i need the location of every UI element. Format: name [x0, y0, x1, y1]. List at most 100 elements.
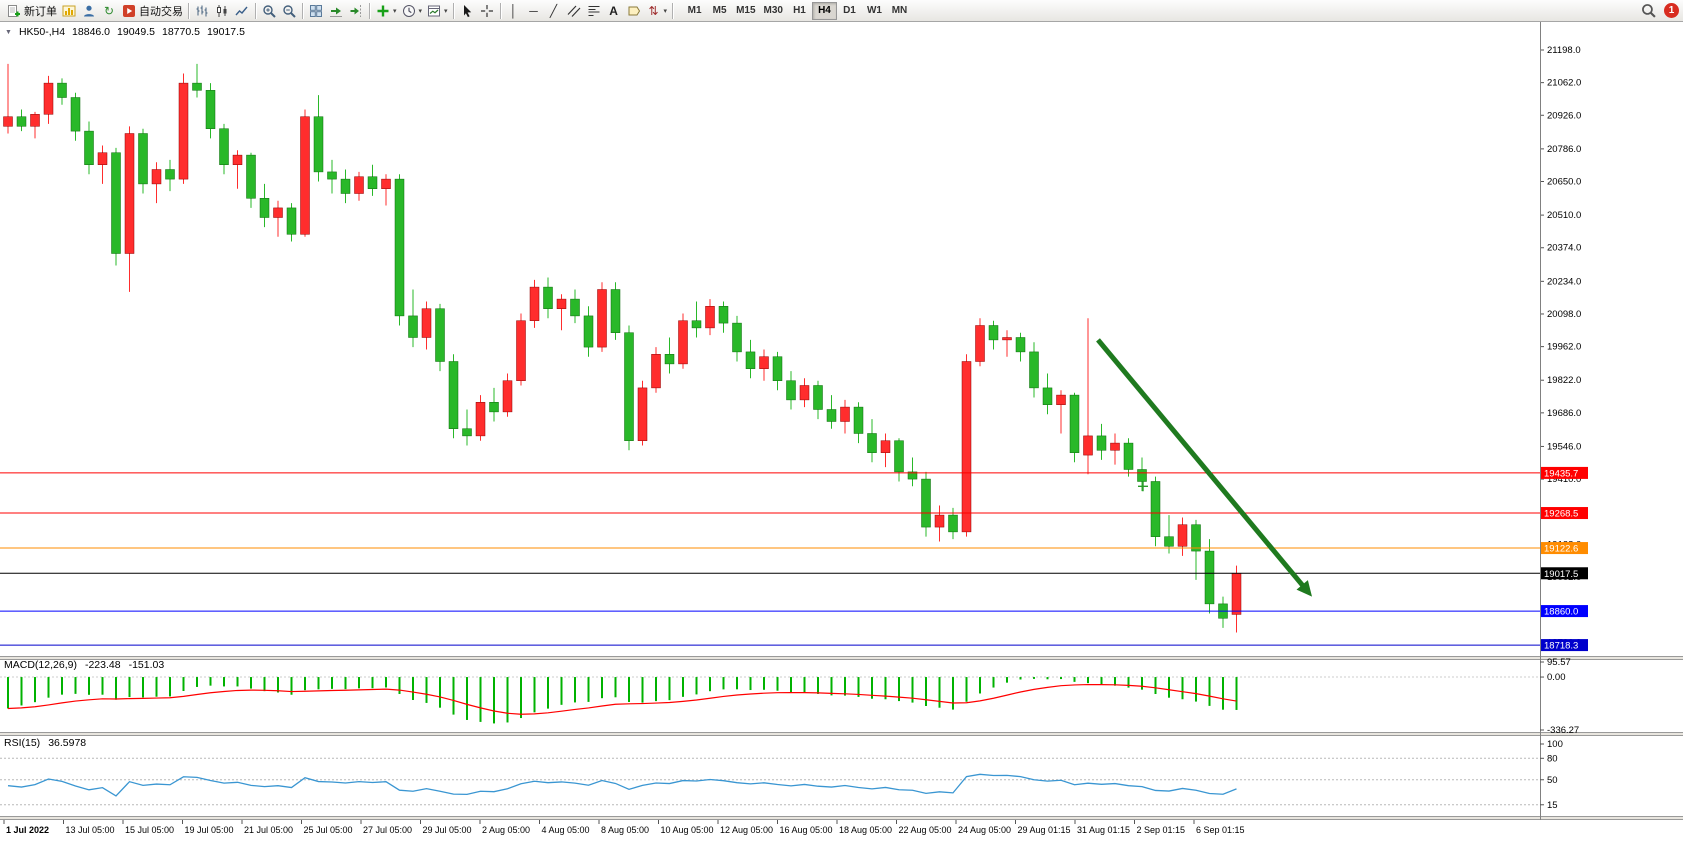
bar-chart-button[interactable]: [192, 1, 212, 21]
candle-body: [934, 514, 945, 528]
price-level-badge-value: 19268.5: [1544, 509, 1578, 520]
cursor-button[interactable]: [457, 1, 477, 21]
time-axis-label: 27 Jul 05:00: [363, 825, 412, 835]
chart-window-icon: [61, 3, 77, 19]
candle-body: [421, 308, 432, 338]
candle-body: [408, 315, 418, 338]
one-click-trading-toggle-icon[interactable]: ▼: [5, 28, 12, 36]
arrows-icon: ⇅: [648, 3, 659, 18]
refresh-icon: ↻: [103, 3, 115, 18]
rsi-panel: [0, 757, 1540, 806]
rsi-axis-label: 50: [1547, 775, 1558, 786]
dropdown-arrow-icon[interactable]: ▾: [393, 7, 397, 15]
candle-body: [705, 306, 715, 329]
timeframe-mn-button[interactable]: MN: [887, 2, 912, 20]
time-axis-label: 29 Aug 01:15: [1018, 825, 1071, 835]
new-order-button[interactable]: 新订单: [4, 1, 59, 21]
price-level-badge-value: 19017.5: [1544, 569, 1578, 580]
candle-body: [570, 298, 580, 317]
fibonacci-button[interactable]: [584, 1, 604, 21]
zoom-out-button[interactable]: [279, 1, 299, 21]
refresh-button[interactable]: ↻: [99, 1, 119, 21]
auto-scroll-button[interactable]: [326, 1, 346, 21]
main-toolbar: 新订单 ↻ 自动交易 ▾ ▾ ▾ │ ─ ╱ A ⇅ ▾ M1 M5 M15 M30 H1 H4 D1 W1 MN 1: [0, 0, 1683, 22]
timeframe-group: M1 M5 M15 M30 H1 H4 D1 W1 MN: [682, 1, 912, 20]
timeframe-m30-button[interactable]: M30: [760, 2, 787, 20]
panel-splitter[interactable]: [0, 816, 1683, 820]
price-level-badge: [1541, 567, 1588, 580]
timeframe-w1-button[interactable]: W1: [862, 2, 887, 20]
candle-body: [1029, 351, 1039, 389]
price-level-badge: [1541, 605, 1588, 618]
time-axis-label: 6 Sep 01:15: [1196, 825, 1245, 835]
new-order-icon: [6, 3, 22, 19]
chart-shift-button[interactable]: [346, 1, 366, 21]
search-button[interactable]: [1638, 1, 1658, 21]
timeframe-m5-button[interactable]: M5: [707, 2, 732, 20]
ohlc-close: 19017.5: [206, 26, 245, 38]
timeframe-h1-button[interactable]: H1: [787, 2, 812, 20]
chart-window-button[interactable]: [59, 1, 79, 21]
symbol-period-label: HK50-,H4: [18, 26, 66, 38]
dropdown-arrow-icon[interactable]: ▾: [418, 7, 423, 15]
candle-body: [84, 130, 94, 165]
zoom-in-button[interactable]: [259, 1, 279, 21]
price-levels: 19435.7 19268.5 19122.6 19017.5 18860.0 18718…: [0, 466, 1588, 652]
timeframe-h4-button[interactable]: H4: [811, 1, 837, 20]
dropdown-arrow-icon[interactable]: ▾: [663, 7, 668, 15]
candle-body: [43, 82, 54, 115]
line-chart-icon: [234, 3, 250, 19]
timeframe-m1-button[interactable]: M1: [682, 2, 707, 20]
price-axis-label: 19410.0: [1547, 474, 1581, 485]
text-button[interactable]: A: [604, 1, 624, 21]
arrows-button[interactable]: ⇅ ▾: [644, 1, 670, 21]
line-chart-button[interactable]: [232, 1, 252, 21]
candle-body: [961, 361, 972, 533]
toolbar-right-group: 1: [1638, 1, 1679, 21]
time-axis[interactable]: 1 Jul 2022 13 Jul 05:00 15 Jul 05:00 19 Jul…: [3, 820, 1245, 835]
timeframe-d1-button[interactable]: D1: [837, 2, 862, 20]
label-button[interactable]: [624, 1, 644, 21]
auto-trading-button[interactable]: 自动交易: [119, 1, 185, 21]
candle-body: [664, 354, 675, 365]
candlestick-button[interactable]: [212, 1, 232, 21]
price-axis-label: 19546.0: [1547, 441, 1581, 452]
price-level-badge-value: 18718.3: [1544, 641, 1578, 652]
crosshair-button[interactable]: [477, 1, 497, 21]
candle-body: [1042, 387, 1053, 405]
notification-badge[interactable]: 1: [1664, 3, 1679, 18]
candle-body: [502, 380, 513, 413]
time-axis-label: 4 Aug 05:00: [542, 825, 590, 835]
candle-body: [853, 406, 864, 434]
panel-splitter[interactable]: [0, 732, 1683, 736]
vertical-line-button[interactable]: │: [504, 1, 524, 21]
toolbar-separator: [302, 2, 303, 19]
trendline-button[interactable]: ╱: [544, 1, 564, 21]
horizontal-line-button[interactable]: ─: [524, 1, 544, 21]
tile-windows-button[interactable]: [306, 1, 326, 21]
candle-body: [624, 332, 634, 441]
dropdown-arrow-icon[interactable]: ▾: [444, 7, 448, 15]
fibonacci-icon: [586, 3, 602, 19]
new-chart-button[interactable]: ▾: [373, 1, 399, 21]
panel-splitter[interactable]: [0, 656, 1683, 660]
trend-arrow-line[interactable]: [1096, 338, 1307, 590]
candle-body: [97, 152, 108, 165]
price-axis-label: 20786.0: [1547, 144, 1581, 155]
candle-body: [988, 325, 999, 341]
candle-body: [286, 207, 297, 235]
candle-body: [219, 128, 229, 165]
candle-body: [435, 308, 445, 362]
candle-body: [1231, 573, 1242, 615]
candle-body: [1056, 394, 1066, 405]
price-axis-label: 20234.0: [1547, 276, 1581, 287]
template-button[interactable]: ▾: [424, 1, 450, 21]
candle-body: [1096, 435, 1107, 451]
channel-button[interactable]: [564, 1, 584, 21]
period-button[interactable]: ▾: [399, 1, 425, 21]
profile-button[interactable]: [79, 1, 99, 21]
timeframe-m15-button[interactable]: M15: [732, 2, 759, 20]
label-icon: [626, 3, 642, 19]
price-axis[interactable]: 21198.0 21062.0 20926.0 20786.0 20650.0 20510…: [1540, 45, 1581, 648]
